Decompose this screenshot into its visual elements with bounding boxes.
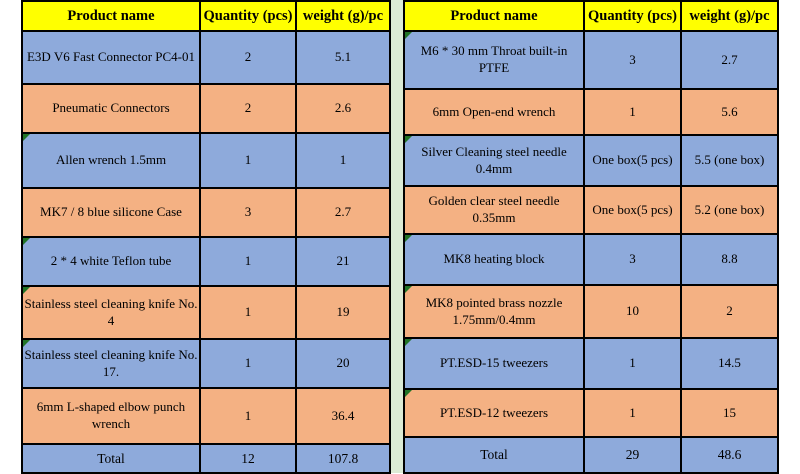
product-name-cell: MK8 heating block bbox=[403, 233, 585, 286]
product-name-cell: Silver Cleaning steel needle 0.4mm bbox=[403, 134, 585, 187]
table-row: Silver Cleaning steel needle 0.4mm One b… bbox=[403, 134, 779, 187]
product-name-cell: 2 * 4 white Teflon tube bbox=[21, 236, 201, 287]
error-marker-icon bbox=[406, 33, 412, 39]
table-row: Allen wrench 1.5mm 1 1 bbox=[21, 132, 391, 189]
quantity-cell: 1 bbox=[583, 88, 682, 136]
error-marker-icon bbox=[406, 236, 412, 242]
product-name-cell: PT.ESD-15 tweezers bbox=[403, 337, 585, 390]
table-row: Stainless steel cleaning knife No. 4 1 1… bbox=[21, 285, 391, 340]
weight-cell: 5.2 (one box) bbox=[680, 185, 779, 235]
product-name-cell: E3D V6 Fast Connector PC4-01 bbox=[21, 30, 201, 85]
quantity-cell: 1 bbox=[583, 337, 682, 390]
quantity-cell: 3 bbox=[583, 233, 682, 286]
weight-cell: 1 bbox=[295, 132, 391, 189]
weight-cell: 36.4 bbox=[295, 387, 391, 445]
weight-cell: 21 bbox=[295, 236, 391, 287]
weight-cell: 5.5 (one box) bbox=[680, 134, 779, 187]
total-weight-cell: 107.8 bbox=[295, 443, 391, 474]
product-name-cell: 6mm L-shaped elbow punch wrench bbox=[21, 387, 201, 445]
total-row: Total 29 48.6 bbox=[403, 436, 779, 474]
quantity-cell: One box(5 pcs) bbox=[583, 134, 682, 187]
product-name-cell: M6 * 30 mm Throat built-in PTFE bbox=[403, 30, 585, 90]
error-marker-icon bbox=[24, 135, 30, 141]
table-gap-strip bbox=[391, 0, 403, 473]
quantity-cell: 2 bbox=[199, 83, 297, 134]
table-row: MK8 pointed brass nozzle 1.75mm/0.4mm 10… bbox=[403, 284, 779, 339]
weight-cell: 14.5 bbox=[680, 337, 779, 390]
header-row: Product name Quantity (pcs) weight (g)/p… bbox=[403, 0, 779, 32]
weight-cell: 5.1 bbox=[295, 30, 391, 85]
table-row: Golden clear steel needle 0.35mm One box… bbox=[403, 185, 779, 235]
weight-cell: 2.7 bbox=[680, 30, 779, 90]
weight-cell: 2.7 bbox=[295, 187, 391, 238]
product-name-cell: MK8 pointed brass nozzle 1.75mm/0.4mm bbox=[403, 284, 585, 339]
column-header-product-name: Product name bbox=[21, 0, 201, 32]
right-parts-table: Product name Quantity (pcs) weight (g)/p… bbox=[403, 0, 779, 474]
table-row: 6mm L-shaped elbow punch wrench 1 36.4 bbox=[21, 387, 391, 445]
product-name-cell: Stainless steel cleaning knife No. 4 bbox=[21, 285, 201, 340]
table-row: 2 * 4 white Teflon tube 1 21 bbox=[21, 236, 391, 287]
error-marker-icon bbox=[406, 340, 412, 346]
table-row: MK8 heating block 3 8.8 bbox=[403, 233, 779, 286]
quantity-cell: 2 bbox=[199, 30, 297, 85]
quantity-cell: 1 bbox=[199, 236, 297, 287]
table-row: M6 * 30 mm Throat built-in PTFE 3 2.7 bbox=[403, 30, 779, 90]
table-row: MK7 / 8 blue silicone Case 3 2.7 bbox=[21, 187, 391, 238]
table-row: E3D V6 Fast Connector PC4-01 2 5.1 bbox=[21, 30, 391, 85]
header-row: Product name Quantity (pcs) weight (g)/p… bbox=[21, 0, 391, 32]
quantity-cell: 1 bbox=[583, 388, 682, 438]
error-marker-icon bbox=[24, 288, 30, 294]
table-row: PT.ESD-15 tweezers 1 14.5 bbox=[403, 337, 779, 390]
total-weight-cell: 48.6 bbox=[680, 436, 779, 474]
weight-cell: 19 bbox=[295, 285, 391, 340]
error-marker-icon bbox=[24, 239, 30, 245]
weight-cell: 2 bbox=[680, 284, 779, 339]
quantity-cell: 1 bbox=[199, 285, 297, 340]
weight-cell: 20 bbox=[295, 338, 391, 389]
column-header-weight: weight (g)/pc bbox=[295, 0, 391, 32]
product-name-cell: Pneumatic Connectors bbox=[21, 83, 201, 134]
total-quantity-cell: 29 bbox=[583, 436, 682, 474]
error-marker-icon bbox=[406, 137, 412, 143]
quantity-cell: 1 bbox=[199, 132, 297, 189]
quantity-cell: One box(5 pcs) bbox=[583, 185, 682, 235]
product-name-cell: 6mm Open-end wrench bbox=[403, 88, 585, 136]
error-marker-icon bbox=[24, 341, 30, 347]
quantity-cell: 1 bbox=[199, 387, 297, 445]
product-name-cell: MK7 / 8 blue silicone Case bbox=[21, 187, 201, 238]
quantity-cell: 3 bbox=[199, 187, 297, 238]
quantity-cell: 10 bbox=[583, 284, 682, 339]
column-header-quantity: Quantity (pcs) bbox=[199, 0, 297, 32]
weight-cell: 2.6 bbox=[295, 83, 391, 134]
column-header-product-name: Product name bbox=[403, 0, 585, 32]
column-header-quantity: Quantity (pcs) bbox=[583, 0, 682, 32]
weight-cell: 8.8 bbox=[680, 233, 779, 286]
total-label-cell: Total bbox=[403, 436, 585, 474]
table-row: 6mm Open-end wrench 1 5.6 bbox=[403, 88, 779, 136]
product-name-cell: Stainless steel cleaning knife No. 17. bbox=[21, 338, 201, 389]
quantity-cell: 1 bbox=[199, 338, 297, 389]
table-row: Stainless steel cleaning knife No. 17. 1… bbox=[21, 338, 391, 389]
error-marker-icon bbox=[406, 287, 412, 293]
column-header-weight: weight (g)/pc bbox=[680, 0, 779, 32]
right-margin bbox=[779, 0, 800, 473]
table-row: PT.ESD-12 tweezers 1 15 bbox=[403, 388, 779, 438]
left-parts-table: Product name Quantity (pcs) weight (g)/p… bbox=[21, 0, 391, 474]
product-name-cell: Golden clear steel needle 0.35mm bbox=[403, 185, 585, 235]
table-row: Pneumatic Connectors 2 2.6 bbox=[21, 83, 391, 134]
total-quantity-cell: 12 bbox=[199, 443, 297, 474]
left-margin bbox=[0, 0, 21, 473]
product-name-cell: Allen wrench 1.5mm bbox=[21, 132, 201, 189]
error-marker-icon bbox=[406, 391, 412, 397]
quantity-cell: 3 bbox=[583, 30, 682, 90]
weight-cell: 15 bbox=[680, 388, 779, 438]
total-row: Total 12 107.8 bbox=[21, 443, 391, 474]
weight-cell: 5.6 bbox=[680, 88, 779, 136]
total-label-cell: Total bbox=[21, 443, 201, 474]
product-name-cell: PT.ESD-12 tweezers bbox=[403, 388, 585, 438]
